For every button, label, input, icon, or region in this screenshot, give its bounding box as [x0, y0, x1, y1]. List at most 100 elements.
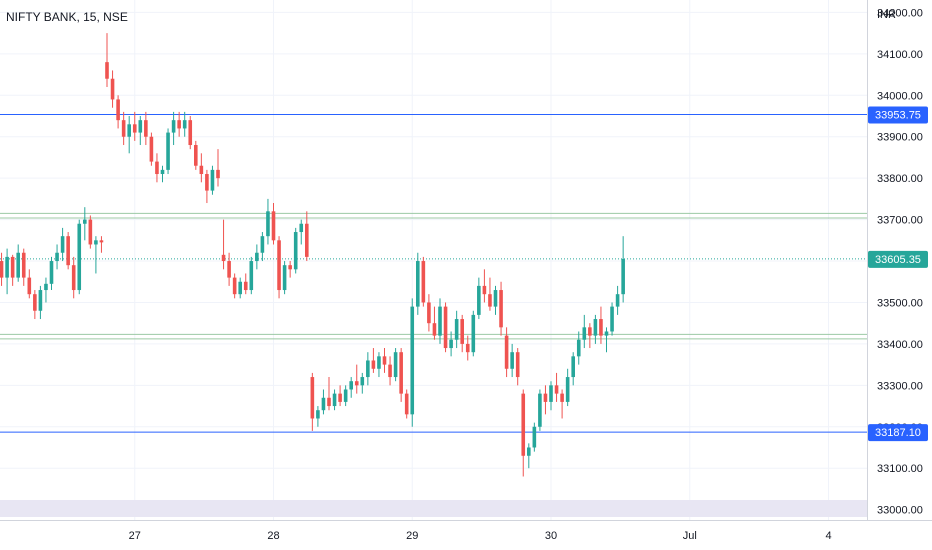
candle-body — [132, 124, 137, 133]
candle-body — [216, 169, 220, 179]
y-tick-label: 33800.00 — [877, 173, 923, 185]
candle-body — [615, 294, 620, 307]
candle-body — [477, 285, 481, 315]
candle-body — [83, 219, 87, 224]
candle-body — [316, 410, 320, 419]
candle-body — [349, 381, 353, 390]
candle-body — [227, 261, 231, 278]
candle-body — [377, 356, 381, 369]
candle-body — [488, 294, 492, 307]
candle-body — [55, 252, 59, 262]
candle-body — [543, 393, 548, 402]
candle-body — [44, 283, 48, 291]
y-tick-label: 33700.00 — [877, 215, 923, 227]
chart-title: NIFTY BANK, 15, NSE — [6, 10, 128, 24]
candle-body — [588, 327, 592, 336]
price-tag-label: 33187.10 — [875, 427, 921, 439]
candle-body — [532, 426, 537, 448]
y-tick-label: 34000.00 — [877, 90, 923, 102]
candle-body — [33, 294, 37, 311]
candle-body — [94, 240, 98, 245]
price-tag-label: 33605.35 — [875, 254, 921, 266]
candle-body — [510, 352, 514, 369]
price-tags: 33953.75 33187.10 33605.35 — [868, 106, 928, 442]
candle-body — [182, 120, 187, 129]
candle-body — [515, 352, 520, 378]
candle-body — [238, 281, 242, 295]
y-tick-label: 34200.00 — [877, 7, 923, 19]
x-tick-label: Jul — [683, 530, 697, 542]
candle-body — [438, 306, 442, 336]
candle-body — [460, 319, 464, 344]
y-tick-label: 34100.00 — [877, 49, 923, 61]
candle-body — [343, 389, 348, 402]
candle-body — [271, 211, 276, 241]
candle-body — [571, 356, 575, 378]
candle-body — [371, 360, 376, 369]
candle-body — [10, 256, 15, 278]
candle-body — [288, 265, 292, 270]
candle-body — [121, 120, 126, 137]
candle-body — [188, 120, 193, 146]
y-tick-label: 33900.00 — [877, 132, 923, 144]
candle-body — [499, 290, 503, 328]
candle-body — [593, 319, 598, 336]
candle-body — [160, 169, 165, 175]
candle-body — [255, 252, 259, 262]
candle-body — [232, 277, 237, 295]
candle-body — [493, 290, 498, 307]
candle-body — [582, 327, 587, 340]
candle-body — [399, 352, 403, 394]
y-tick-label: 33000.00 — [877, 505, 923, 517]
price-tag-label: 33953.75 — [875, 109, 921, 121]
candle-body — [199, 165, 204, 175]
candle-body — [327, 397, 331, 407]
candle-body — [366, 360, 370, 378]
candle-body — [549, 385, 553, 402]
candle-body — [621, 258, 625, 295]
candle-body — [260, 236, 265, 253]
candle-body — [66, 236, 70, 266]
candle-body — [576, 339, 581, 357]
time-axis[interactable]: 27 28 29 30 Jul 4 — [129, 530, 832, 542]
candle-body — [277, 240, 281, 291]
y-tick-label: 33500.00 — [877, 297, 923, 309]
x-tick-label: 4 — [825, 530, 831, 542]
candle-body — [205, 174, 209, 191]
candle-body — [416, 261, 420, 307]
y-tick-label: 33400.00 — [877, 339, 923, 351]
candle-body — [243, 281, 248, 291]
candle-body — [21, 252, 26, 278]
x-tick-label: 28 — [267, 530, 279, 542]
candle-body — [521, 393, 526, 456]
x-tick-label: 30 — [545, 530, 557, 542]
candle-body — [421, 261, 426, 303]
candle-body — [332, 393, 337, 407]
y-tick-label: 33100.00 — [877, 463, 923, 475]
candle-body — [177, 120, 181, 129]
candle-body — [404, 393, 409, 415]
candle-body — [194, 145, 198, 166]
candle-body — [310, 377, 315, 419]
candle-body — [449, 339, 453, 349]
candle-body — [166, 132, 170, 170]
candle-body — [360, 377, 365, 386]
candle-body — [410, 306, 415, 415]
candle-body — [321, 397, 326, 411]
horizontal-levels — [0, 113, 867, 433]
candle-body — [71, 265, 76, 291]
candle-body — [144, 120, 148, 137]
candle-body — [599, 319, 603, 336]
price-tag — [868, 250, 928, 268]
candle-body — [49, 261, 54, 284]
candle-body — [427, 302, 431, 324]
candle-body — [454, 319, 459, 340]
candle-body — [16, 252, 20, 278]
grid — [0, 0, 867, 520]
candle-body — [465, 343, 470, 353]
price-tag — [868, 106, 928, 124]
x-tick-label: 29 — [406, 530, 418, 542]
candle-body — [127, 124, 131, 137]
candle-body — [604, 331, 609, 336]
